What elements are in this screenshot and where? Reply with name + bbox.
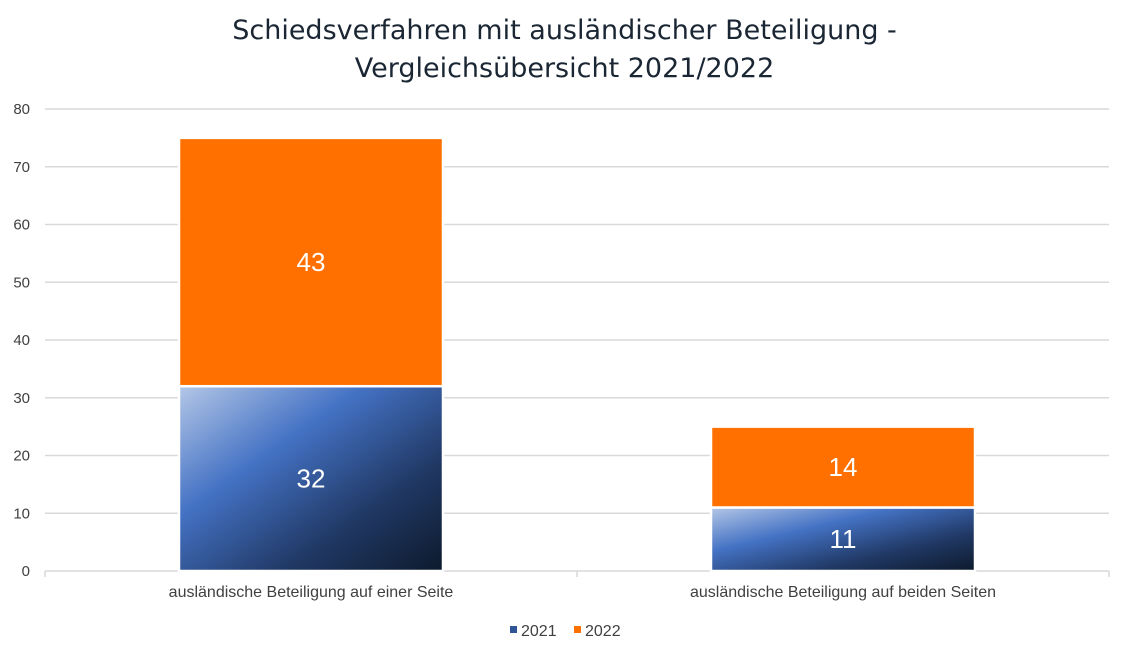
bar-2021-0 bbox=[177, 384, 445, 573]
legend-label-2021: 2021 bbox=[521, 623, 557, 640]
y-tick-label: 70 bbox=[13, 159, 30, 176]
data-label-2022-1: 14 bbox=[829, 452, 858, 482]
legend-marker-2021 bbox=[510, 626, 517, 633]
data-label-2021-0: 32 bbox=[297, 464, 326, 494]
category-label-1: ausländische Beteiligung auf beiden Seit… bbox=[690, 584, 996, 601]
chart-title: Schiedsverfahren mit ausländischer Betei… bbox=[0, 12, 1129, 88]
bar-2022-1 bbox=[709, 425, 977, 509]
legend: 2021 2022 bbox=[510, 623, 621, 640]
y-tick-label: 50 bbox=[13, 274, 30, 291]
chart-title-line-2: Vergleichsübersicht 2021/2022 bbox=[354, 53, 775, 84]
y-tick-label: 20 bbox=[13, 448, 30, 465]
legend-marker-2022 bbox=[574, 626, 581, 633]
bars bbox=[177, 136, 977, 573]
data-label-2022-0: 43 bbox=[297, 247, 326, 277]
bar-2022-0 bbox=[177, 136, 445, 388]
y-tick-label: 30 bbox=[13, 390, 30, 407]
category-label-0: ausländische Beteiligung auf einer Seite bbox=[169, 584, 454, 601]
data-label-2021-1: 11 bbox=[830, 524, 857, 554]
chart-title-line-1: Schiedsverfahren mit ausländischer Betei… bbox=[232, 15, 897, 46]
bar-2021-1 bbox=[709, 506, 977, 573]
legend-label-2022: 2022 bbox=[585, 623, 621, 640]
labels: 32 43 ausländische Beteiligung auf einer S… bbox=[169, 247, 996, 601]
y-tick-label: 40 bbox=[13, 332, 30, 349]
y-tick-label: 60 bbox=[13, 217, 30, 234]
y-tick-label: 10 bbox=[13, 505, 30, 522]
y-tick-label: 80 bbox=[13, 101, 30, 118]
y-tick-label: 0 bbox=[22, 563, 30, 580]
